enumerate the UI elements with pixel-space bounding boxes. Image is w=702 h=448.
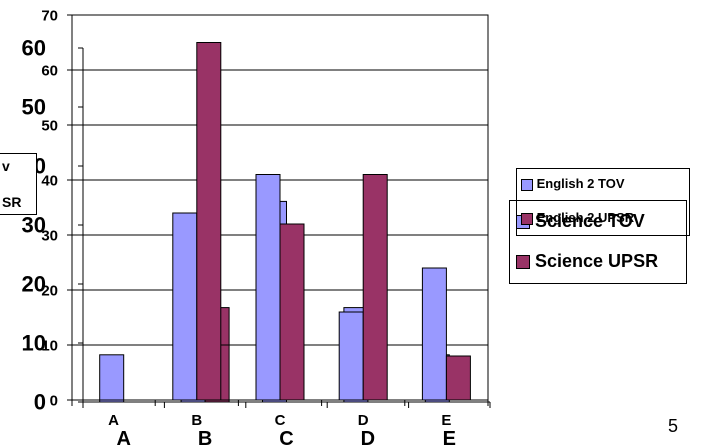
english-legend: English 2 TOV English 2 UPSR bbox=[516, 168, 690, 236]
english-ytick-label: 40 bbox=[41, 172, 58, 189]
legend-label-english-upsr: English 2 UPSR bbox=[536, 210, 635, 225]
legend-label-science-upsr: Science UPSR bbox=[535, 251, 659, 271]
english-bar-english-2-tov-e bbox=[421, 267, 447, 401]
science-ytick-label: 50 bbox=[22, 95, 46, 120]
science-ytick-label: 0 bbox=[34, 390, 46, 415]
english-category-label: C bbox=[275, 412, 286, 429]
science-ytick-label: 20 bbox=[22, 272, 46, 297]
english-bar-english-2-upsr-e bbox=[445, 355, 471, 401]
english-ytick-label: 50 bbox=[41, 117, 58, 134]
english-ytick-label: 60 bbox=[41, 62, 58, 79]
stray-legend-fragment: v SR bbox=[0, 153, 37, 215]
stray-label-1: v bbox=[2, 158, 10, 174]
legend-item-english-upsr: English 2 UPSR bbox=[521, 210, 634, 225]
english-bar-english-2-tov-c bbox=[255, 174, 281, 401]
english-chart: 0 10 20 30 40 50 60 70 A B C D E bbox=[41, 7, 489, 429]
science-ytick-label: 60 bbox=[22, 36, 46, 61]
science-category-label: D bbox=[361, 428, 375, 448]
english-ytick-label: 30 bbox=[41, 227, 58, 244]
science-ytick-label: 10 bbox=[22, 331, 46, 356]
science-category-label: C bbox=[279, 428, 293, 448]
science-category-label: B bbox=[198, 428, 212, 448]
legend-swatch-science-upsr bbox=[516, 255, 530, 270]
legend-label-english-tov: English 2 TOV bbox=[536, 176, 625, 191]
legend-label-science-tov: Science TOV bbox=[535, 211, 645, 231]
english-category-label: E bbox=[441, 412, 451, 429]
english-ytick-label: 70 bbox=[41, 7, 58, 24]
slide-number: 5 bbox=[668, 416, 679, 436]
legend-item-english-tov: English 2 TOV bbox=[521, 176, 625, 191]
english-bar-english-2-upsr-c bbox=[279, 223, 305, 401]
english-category-label: A bbox=[108, 412, 119, 429]
science-bar-science-tov-a bbox=[99, 354, 125, 403]
legend-swatch-english-tov bbox=[521, 178, 533, 191]
science-category-label: A bbox=[116, 428, 130, 448]
english-bar-english-2-tov-d bbox=[338, 311, 364, 401]
english-category-label: B bbox=[191, 412, 202, 429]
legend-item-science-upsr: Science UPSR bbox=[516, 251, 658, 272]
english-ytick-label: 0 bbox=[50, 392, 58, 409]
english-bar-english-2-tov-b bbox=[172, 212, 198, 401]
english-ytick-label: 10 bbox=[41, 337, 58, 354]
english-ytick-label: 20 bbox=[41, 282, 58, 299]
stray-label-2: SR bbox=[2, 194, 22, 210]
english-category-label: D bbox=[358, 412, 369, 429]
science-category-label: E bbox=[443, 428, 456, 448]
english-bar-english-2-upsr-d bbox=[362, 174, 388, 401]
legend-swatch-english-upsr bbox=[521, 212, 533, 225]
english-bar-english-2-upsr-b bbox=[196, 42, 222, 401]
science-legend: Science TOV Science UPSR bbox=[509, 200, 687, 284]
science-ytick-label: 30 bbox=[22, 213, 46, 238]
